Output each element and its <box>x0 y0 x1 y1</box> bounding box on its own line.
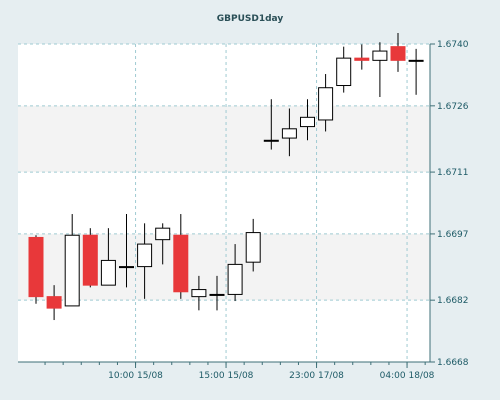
candle <box>263 99 279 150</box>
candle-body <box>64 234 80 307</box>
plot-band <box>18 44 430 106</box>
candle-body <box>372 50 388 61</box>
candle <box>119 214 134 288</box>
candle <box>100 228 116 286</box>
candle <box>336 46 352 93</box>
axes: 1.6740 1.6726 1.6711 1.6697 1.6682 1.6668 10:0… <box>18 40 469 381</box>
candle-body <box>300 116 315 128</box>
candle <box>390 32 406 72</box>
y-tick-label: 1.6740 <box>437 40 469 50</box>
candle-body <box>354 57 370 61</box>
candle <box>137 223 153 299</box>
plot-band <box>18 172 430 234</box>
candle-body <box>191 289 207 298</box>
candle <box>64 214 80 307</box>
y-tick-label: 1.6668 <box>437 358 469 368</box>
candle-body <box>245 232 261 263</box>
candle-body <box>100 259 116 286</box>
x-tick-label: 04:00 18/08 <box>380 371 435 381</box>
candle-body <box>408 59 424 62</box>
candle <box>155 223 171 265</box>
candle <box>245 218 261 272</box>
candle-body <box>263 139 279 142</box>
candle-body <box>155 227 171 241</box>
candle <box>227 244 243 302</box>
candle <box>173 214 189 299</box>
candle <box>408 48 424 95</box>
y-tick-label: 1.6711 <box>437 168 469 178</box>
candle-body <box>46 296 62 309</box>
candle <box>82 228 98 288</box>
candle-body <box>318 87 334 121</box>
candle <box>318 74 334 132</box>
x-tick-label: 23:00 17/08 <box>289 371 344 381</box>
candle-body <box>281 128 297 139</box>
candle-body <box>227 263 243 295</box>
y-tick-label: 1.6726 <box>437 102 469 112</box>
candle <box>354 44 370 70</box>
candle-body <box>137 243 153 268</box>
candles <box>28 32 424 321</box>
candle-body <box>390 46 406 61</box>
candle <box>209 275 225 311</box>
candle <box>46 285 62 321</box>
candle-body <box>82 234 98 286</box>
candle-body <box>209 293 225 296</box>
candle-body <box>119 266 134 269</box>
y-tick-label: 1.6682 <box>437 296 469 306</box>
candle-body <box>28 236 44 298</box>
candle <box>300 99 315 141</box>
plot-band <box>18 300 430 362</box>
candle-body <box>173 234 189 293</box>
x-tick-label: 15:00 15/08 <box>199 371 254 381</box>
candle <box>372 42 388 97</box>
candle <box>191 275 207 311</box>
candle <box>28 235 44 304</box>
candle-body <box>336 57 352 87</box>
chart-title: GBPUSD1day <box>217 14 284 24</box>
candle <box>281 108 297 157</box>
x-tick-label: 10:00 15/08 <box>108 371 163 381</box>
plot-bands <box>18 44 430 362</box>
y-tick-label: 1.6697 <box>437 230 469 240</box>
